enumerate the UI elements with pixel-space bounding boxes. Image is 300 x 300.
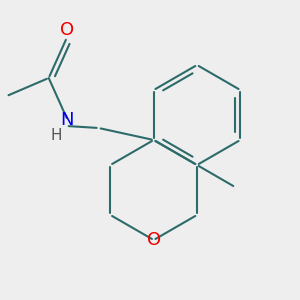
Text: N: N: [60, 111, 74, 129]
Text: O: O: [60, 21, 74, 39]
Text: H: H: [51, 128, 62, 143]
Text: O: O: [147, 231, 161, 249]
